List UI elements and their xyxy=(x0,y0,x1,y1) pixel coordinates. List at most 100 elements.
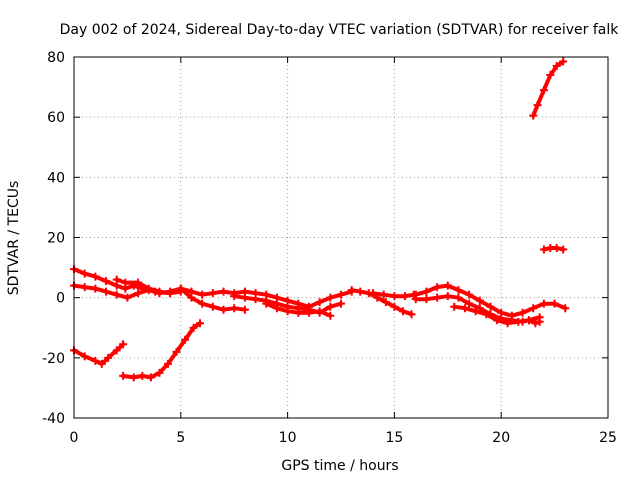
x-tick-label: 15 xyxy=(385,430,403,446)
data-point xyxy=(443,292,452,301)
data-point xyxy=(326,302,335,311)
data-point xyxy=(465,290,474,299)
data-point xyxy=(176,287,185,296)
data-point xyxy=(533,101,542,110)
data-point xyxy=(422,295,431,304)
data-point xyxy=(552,62,561,71)
data-point xyxy=(112,290,121,299)
data-point xyxy=(381,298,390,307)
data-point xyxy=(272,304,281,313)
data-point xyxy=(524,316,533,325)
data-point xyxy=(443,281,452,290)
x-tick-label: 10 xyxy=(279,430,297,446)
data-point xyxy=(172,347,181,356)
data-point xyxy=(187,293,196,302)
data-point xyxy=(198,290,207,299)
data-point xyxy=(433,283,442,292)
data-point xyxy=(134,289,143,298)
data-point xyxy=(561,304,570,313)
data-point xyxy=(486,302,495,311)
y-tick-label: 20 xyxy=(47,231,65,247)
data-point xyxy=(407,310,416,319)
series-track-11 xyxy=(411,292,544,328)
series-line xyxy=(121,321,202,380)
series-track-14 xyxy=(539,244,568,254)
data-point xyxy=(91,284,100,293)
x-tick-label: 25 xyxy=(599,430,617,446)
data-point xyxy=(102,277,111,286)
series-track-10 xyxy=(411,281,570,320)
x-tick-label: 0 xyxy=(70,430,79,446)
data-point xyxy=(166,289,175,298)
data-point xyxy=(492,316,501,325)
data-point xyxy=(514,317,523,326)
data-point xyxy=(294,308,303,317)
data-point xyxy=(208,289,217,298)
data-point xyxy=(475,296,484,305)
data-point xyxy=(315,307,324,316)
data-point xyxy=(102,287,111,296)
y-tick-label: -20 xyxy=(42,351,65,367)
y-axis-label: SDTVAR / TECUs xyxy=(6,181,22,296)
data-point xyxy=(219,287,228,296)
data-point xyxy=(356,287,365,296)
data-point xyxy=(518,308,527,317)
chart-title: Day 002 of 2024, Sidereal Day-to-day VTE… xyxy=(60,22,620,38)
data-point xyxy=(539,245,548,254)
data-point xyxy=(119,340,128,349)
data-point xyxy=(337,290,345,299)
x-tick-label: 20 xyxy=(492,430,510,446)
data-point xyxy=(390,292,399,301)
data-point xyxy=(546,71,555,80)
series-track-9 xyxy=(369,289,418,301)
data-point xyxy=(535,313,544,322)
data-point xyxy=(121,278,130,287)
data-point xyxy=(208,302,217,311)
y-tick-label: -40 xyxy=(42,411,65,427)
data-point xyxy=(80,269,89,278)
data-point xyxy=(390,302,399,311)
data-point xyxy=(454,286,463,295)
data-point xyxy=(450,302,459,311)
data-point xyxy=(219,305,228,314)
data-point xyxy=(181,335,190,344)
data-point xyxy=(144,284,153,293)
y-tick-label: 0 xyxy=(56,291,65,307)
data-point xyxy=(539,299,548,308)
data-point xyxy=(465,299,474,308)
data-point xyxy=(433,293,442,302)
x-tick-label: 5 xyxy=(176,430,185,446)
data-point xyxy=(326,293,335,302)
data-point xyxy=(398,307,407,316)
series-line xyxy=(72,267,354,309)
data-point xyxy=(471,307,480,316)
data-point xyxy=(315,298,324,307)
data-point xyxy=(454,293,463,302)
data-point xyxy=(146,373,155,382)
data-point xyxy=(460,304,469,313)
data-point xyxy=(529,111,538,120)
data-point xyxy=(240,293,249,302)
data-point xyxy=(411,295,420,304)
data-point xyxy=(91,272,100,281)
data-point xyxy=(283,307,292,316)
y-tick-label: 80 xyxy=(47,50,65,66)
series-track-3 xyxy=(112,275,185,298)
x-axis-label: GPS time / hours xyxy=(281,458,398,474)
data-point xyxy=(539,86,548,95)
data-point xyxy=(198,299,207,308)
data-point xyxy=(97,359,106,368)
data-point xyxy=(123,293,132,302)
data-point xyxy=(482,310,491,319)
series-track-13 xyxy=(529,57,568,120)
data-point xyxy=(155,287,164,296)
data-point xyxy=(112,275,121,284)
series-track-7 xyxy=(119,319,205,382)
data-point xyxy=(251,295,260,304)
grid xyxy=(74,57,608,418)
data-point xyxy=(379,290,388,299)
series-track-6 xyxy=(70,340,128,368)
data-point xyxy=(550,299,559,308)
data-point xyxy=(134,278,143,287)
